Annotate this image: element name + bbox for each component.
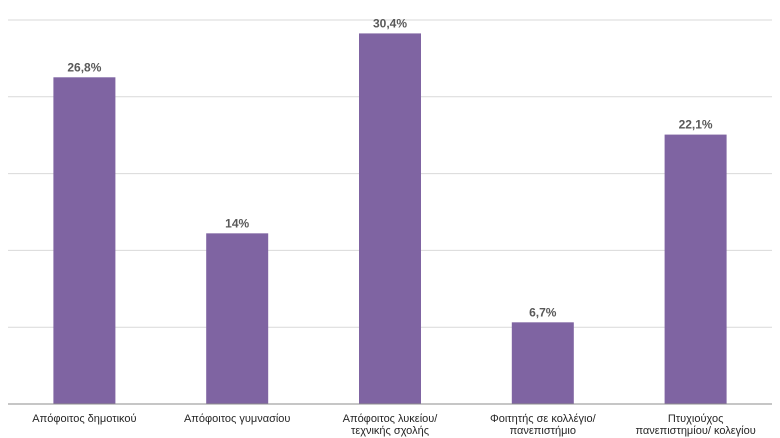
category-label: Πτυχιούχος πανεπιστημίου/ κολεγίου bbox=[635, 413, 755, 437]
bar bbox=[206, 233, 269, 404]
bar-value-label: 6,7% bbox=[529, 305, 557, 319]
category-label-line: πανεπιστήμιο bbox=[510, 425, 576, 437]
bar-value-label: 22,1% bbox=[679, 118, 713, 132]
bar bbox=[511, 322, 574, 404]
category-label-line: πανεπιστημίου/ κολεγίου bbox=[635, 425, 755, 437]
category-label: Απόφοιτος λυκείου/τεχνικής σχολής bbox=[343, 413, 439, 437]
category-label-line: Απόφοιτος γυμνασίου bbox=[184, 413, 290, 425]
category-label-line: τεχνικής σχολής bbox=[351, 425, 429, 437]
category-label-line: Απόφοιτος λυκείου/ bbox=[343, 413, 439, 425]
category-label: Απόφοιτος δημοτικού bbox=[32, 413, 136, 425]
category-label-line: Φοιτητής σε κολλέγιο/ bbox=[490, 413, 597, 425]
category-labels: Απόφοιτος δημοτικού Απόφοιτος γυμνασίου Απ… bbox=[32, 413, 755, 437]
bar bbox=[53, 77, 116, 405]
bar-value-label: 30,4% bbox=[373, 16, 407, 30]
bar bbox=[359, 33, 421, 405]
value-labels: 26,8% 14% 30,4% 6,7% 22,1% bbox=[67, 16, 713, 319]
bar bbox=[664, 134, 727, 405]
bar-value-label: 14% bbox=[225, 216, 249, 230]
bar-value-label: 26,8% bbox=[67, 60, 101, 74]
category-label-line: Απόφοιτος δημοτικού bbox=[32, 413, 136, 425]
bars bbox=[53, 33, 727, 405]
category-label: Φοιτητής σε κολλέγιο/πανεπιστήμιο bbox=[490, 413, 597, 437]
category-label-line: Πτυχιούχος bbox=[668, 413, 724, 425]
category-label: Απόφοιτος γυμνασίου bbox=[184, 413, 290, 425]
